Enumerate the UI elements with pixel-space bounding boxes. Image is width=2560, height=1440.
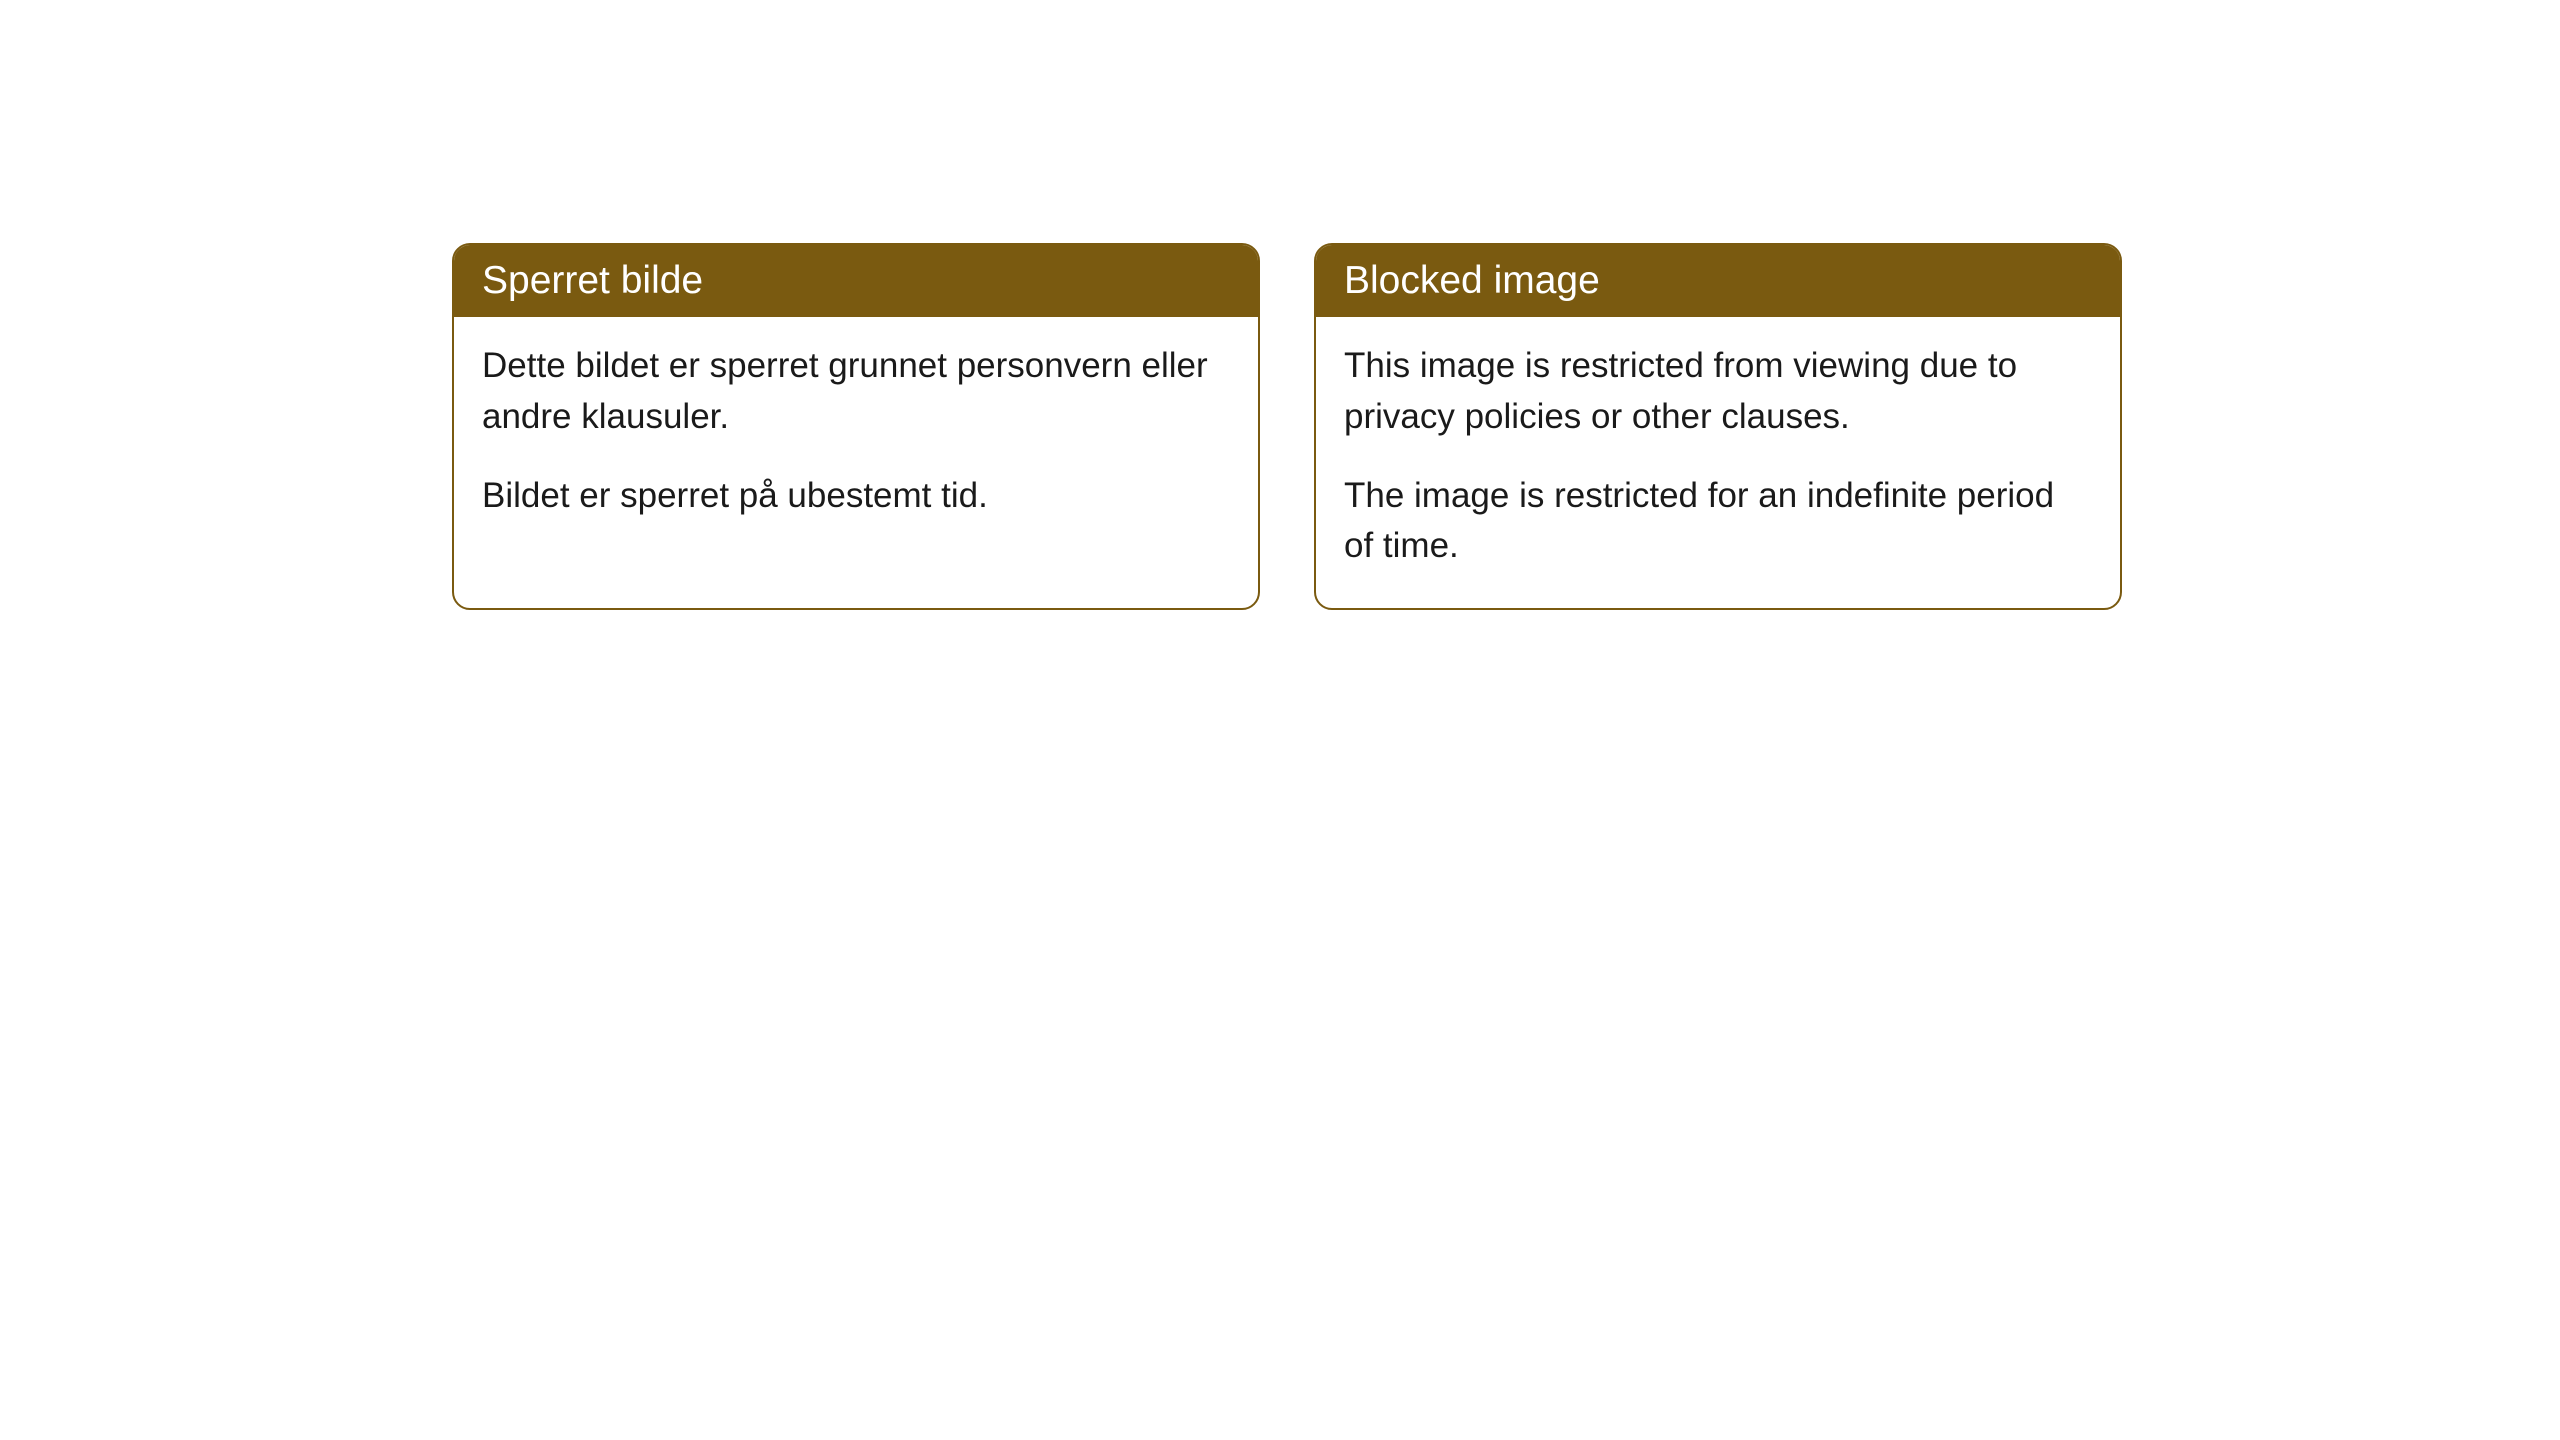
card-paragraph: This image is restricted from viewing du… bbox=[1344, 341, 2092, 443]
card-header: Blocked image bbox=[1316, 245, 2120, 317]
card-paragraph: Dette bildet er sperret grunnet personve… bbox=[482, 341, 1230, 443]
notice-card-norwegian: Sperret bilde Dette bildet er sperret gr… bbox=[452, 243, 1260, 610]
notice-cards-container: Sperret bilde Dette bildet er sperret gr… bbox=[452, 243, 2122, 610]
notice-card-english: Blocked image This image is restricted f… bbox=[1314, 243, 2122, 610]
card-header: Sperret bilde bbox=[454, 245, 1258, 317]
card-body: Dette bildet er sperret grunnet personve… bbox=[454, 317, 1258, 557]
card-title: Blocked image bbox=[1344, 259, 1600, 302]
card-paragraph: Bildet er sperret på ubestemt tid. bbox=[482, 471, 1230, 522]
card-paragraph: The image is restricted for an indefinit… bbox=[1344, 471, 2092, 573]
card-body: This image is restricted from viewing du… bbox=[1316, 317, 2120, 608]
card-title: Sperret bilde bbox=[482, 259, 703, 302]
